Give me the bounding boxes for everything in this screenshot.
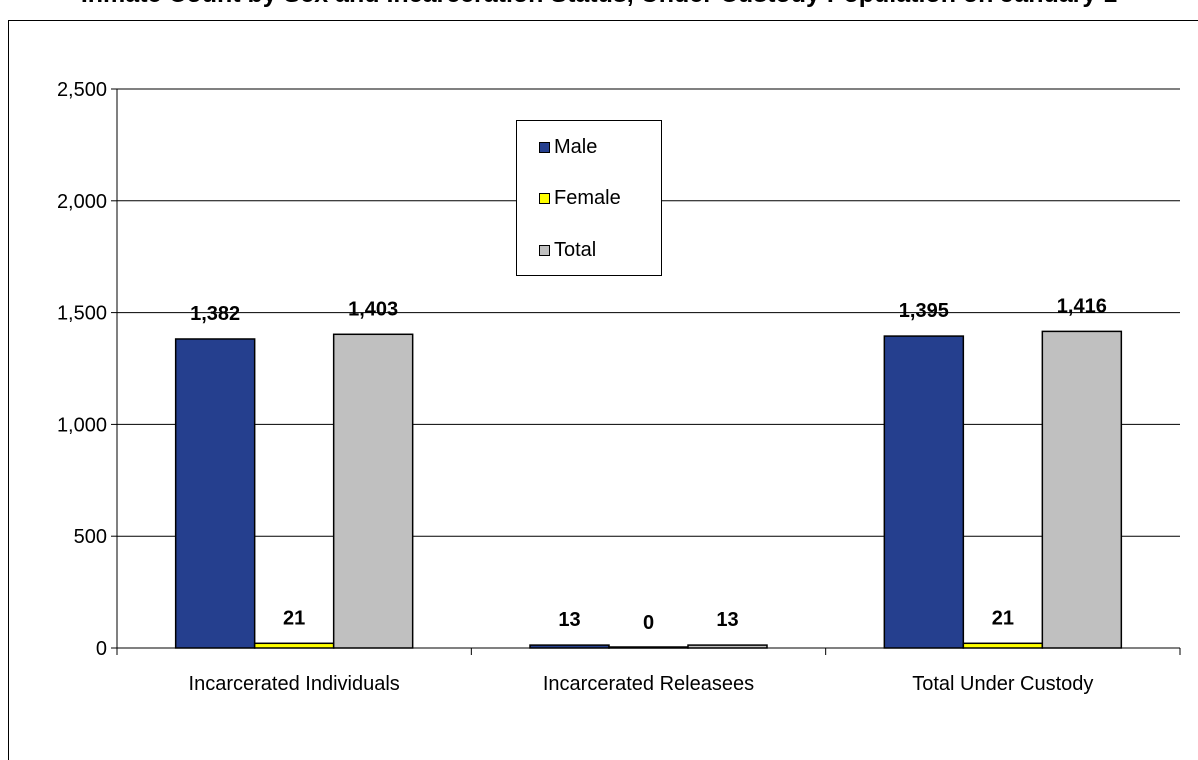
bar-male — [174, 338, 256, 649]
legend-swatch-female — [539, 192, 550, 204]
bar-female — [253, 642, 335, 649]
y-tick-label: 2,500 — [57, 79, 107, 101]
bar-female — [608, 646, 689, 649]
y-tick-label: 1,000 — [57, 414, 107, 436]
data-label: 21 — [992, 607, 1014, 629]
legend-swatch-male — [539, 141, 550, 153]
data-label: 13 — [558, 609, 580, 631]
data-label: 1,395 — [899, 300, 949, 322]
bar-total — [332, 333, 414, 649]
bar-male — [529, 644, 610, 649]
data-label: 1,403 — [348, 298, 398, 320]
data-label: 13 — [716, 609, 738, 631]
y-tick-label: 2,000 — [57, 191, 107, 213]
y-tick-label: 0 — [96, 638, 107, 660]
legend-label-total: Total — [554, 238, 597, 261]
bar-male — [883, 335, 965, 649]
bar-chart: 0 500 1,000 1,500 2,000 2,500 Incarcerated Ind… — [57, 79, 1181, 695]
y-tick-label: 500 — [74, 526, 107, 548]
x-tick-label: Incarcerated Releasees — [543, 673, 754, 695]
bars — [174, 330, 1123, 649]
x-tick-label: Total Under Custody — [912, 673, 1093, 695]
legend-item-female: Female — [539, 186, 621, 210]
data-label: 1,416 — [1057, 295, 1107, 317]
legend-item-total: Total — [539, 238, 596, 262]
data-labels: 1,382 21 1,403 13 0 13 1,395 21 1,416 — [190, 295, 1107, 634]
y-tick-label: 1,500 — [57, 303, 107, 325]
x-tick-label: Incarcerated Individuals — [189, 673, 400, 695]
bar-total — [1041, 330, 1123, 649]
data-label: 1,382 — [190, 303, 240, 325]
legend-label-female: Female — [554, 186, 621, 209]
chart-frame — [8, 20, 1198, 760]
data-label: 0 — [643, 612, 654, 634]
legend: Male Female Total — [516, 120, 662, 276]
bar-female — [962, 642, 1044, 649]
data-label: 21 — [283, 607, 305, 629]
legend-swatch-total — [539, 244, 550, 256]
legend-item-male: Male — [539, 135, 597, 159]
legend-label-male: Male — [554, 135, 598, 158]
chart-title: Inmate Count by Sex and Incarceration St… — [0, 0, 1198, 8]
bar-total — [687, 644, 768, 649]
